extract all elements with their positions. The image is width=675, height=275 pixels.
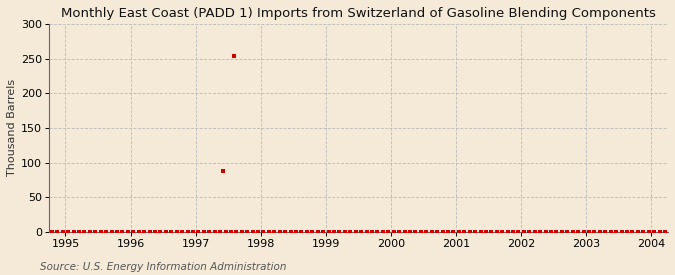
Title: Monthly East Coast (PADD 1) Imports from Switzerland of Gasoline Blending Compon: Monthly East Coast (PADD 1) Imports from… [61, 7, 656, 20]
Y-axis label: Thousand Barrels: Thousand Barrels [7, 79, 17, 177]
Text: Source: U.S. Energy Information Administration: Source: U.S. Energy Information Administ… [40, 262, 287, 272]
